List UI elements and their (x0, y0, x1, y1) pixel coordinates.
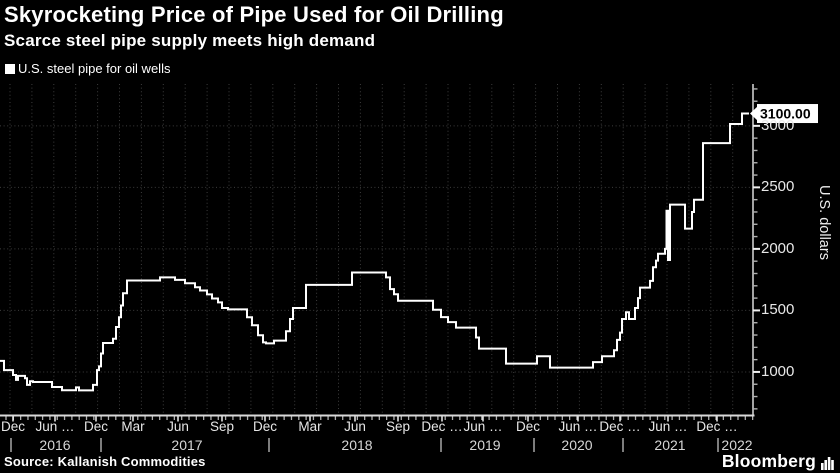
bloomberg-logo-icon (821, 457, 834, 470)
last-value-box (757, 104, 818, 124)
y-axis-title: U.S. dollars (816, 185, 832, 260)
brand-wordmark: Bloomberg (721, 451, 816, 471)
legend: U.S. steel pipe for oil wells (5, 61, 170, 76)
legend-label: U.S. steel pipe for oil wells (18, 61, 171, 76)
price-line (0, 112, 749, 392)
page-title: Skyrocketing Price of Pipe Used for Oil … (4, 2, 504, 27)
last-value-arrow (750, 106, 758, 122)
page-subtitle: Scarce steel pipe supply meets high dema… (4, 31, 376, 50)
source-credit: Source: Kallanish Commodities (4, 454, 206, 469)
legend-swatch-icon (5, 63, 15, 74)
last-value-label: 3100.00 (760, 106, 811, 122)
